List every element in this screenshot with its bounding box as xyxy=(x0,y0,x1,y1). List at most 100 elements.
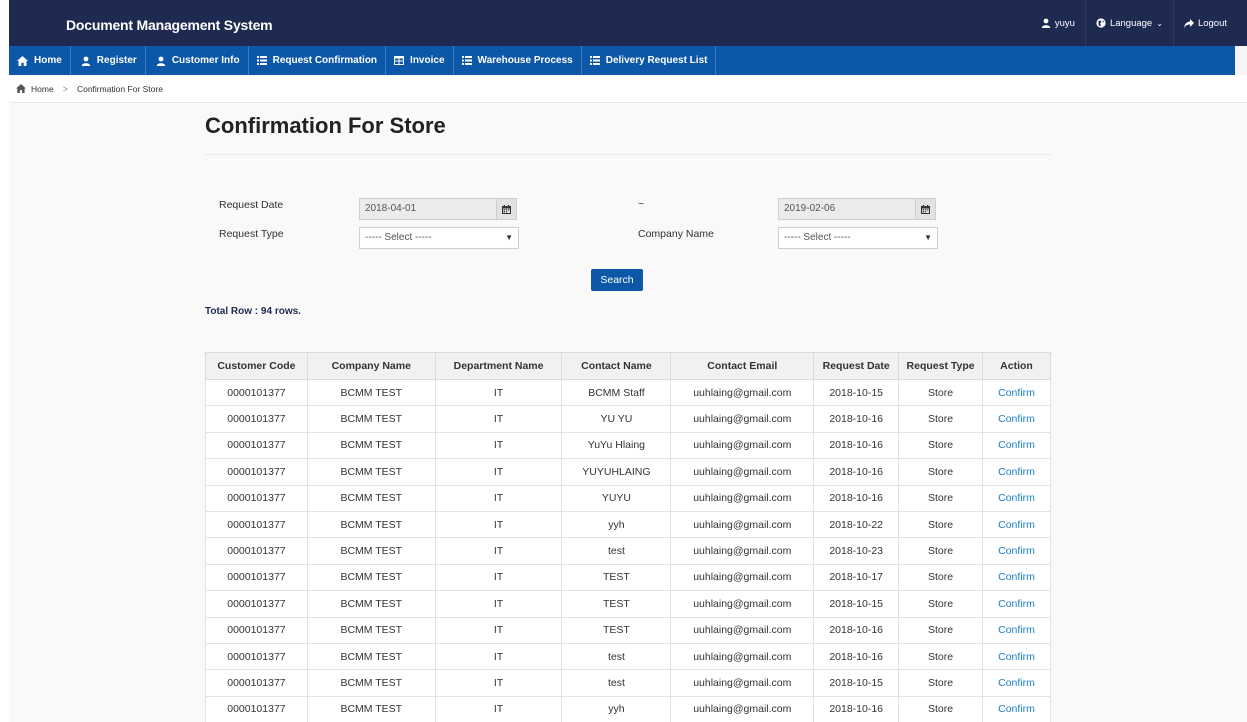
user-menu[interactable]: yuyu xyxy=(1031,0,1085,46)
table-row: 0000101377 BCMM TEST IT yyh uuhlaing@gmail.c… xyxy=(205,510,1051,539)
cell-department-name: IT xyxy=(434,642,563,671)
language-label: Language xyxy=(1109,17,1153,29)
cell-department-name: IT xyxy=(434,405,563,433)
list-icon xyxy=(461,56,472,65)
logout-button[interactable]: Logout xyxy=(1172,0,1247,46)
cell-request-type: Store xyxy=(898,405,983,433)
globe-icon xyxy=(1096,18,1106,28)
confirm-link[interactable]: Confirm xyxy=(982,405,1051,433)
cell-contact-email: uuhlaing@gmail.com xyxy=(670,563,815,592)
nav-item-delivery-request-list[interactable]: Delivery Request List xyxy=(582,46,717,75)
calendar-button[interactable] xyxy=(915,199,935,219)
cell-company-name: BCMM TEST xyxy=(306,695,436,722)
breadcrumb: Home > Confirmation For Store xyxy=(9,75,1247,103)
nav-item-invoice[interactable]: Invoice xyxy=(386,46,454,75)
cell-company-name: BCMM TEST xyxy=(306,458,436,486)
title-divider xyxy=(205,154,1051,155)
confirm-link[interactable]: Confirm xyxy=(982,616,1051,644)
breadcrumb-home[interactable]: Home xyxy=(31,83,54,94)
nav-label: Customer Info xyxy=(171,55,240,66)
table-row: 0000101377 BCMM TEST IT TEST uuhlaing@gmail.… xyxy=(205,616,1051,644)
confirm-link[interactable]: Confirm xyxy=(982,642,1051,671)
nav-item-customer-info[interactable]: Customer Info xyxy=(146,46,249,75)
table-header-row: Customer Code Company Name Department Na… xyxy=(205,352,1051,380)
cell-department-name: IT xyxy=(434,616,563,644)
confirm-link[interactable]: Confirm xyxy=(982,563,1051,592)
calendar-icon xyxy=(921,204,930,214)
cell-contact-email: uuhlaing@gmail.com xyxy=(670,642,815,671)
nav-item-register[interactable]: Register xyxy=(71,46,146,75)
company-name-select[interactable]: ----- Select ----- ▼ xyxy=(778,227,938,249)
cell-company-name: BCMM TEST xyxy=(306,537,436,565)
list-icon xyxy=(256,56,267,65)
cell-contact-email: uuhlaing@gmail.com xyxy=(670,378,815,407)
date-to-input[interactable]: 2019-02-06 xyxy=(778,198,936,220)
cell-contact-name: TEST xyxy=(561,590,672,618)
col-customer-code[interactable]: Customer Code xyxy=(205,352,308,380)
home-icon xyxy=(17,55,28,66)
search-button[interactable]: Search xyxy=(591,269,643,291)
confirm-link[interactable]: Confirm xyxy=(982,458,1051,486)
cell-contact-email: uuhlaing@gmail.com xyxy=(670,669,815,697)
col-contact-email[interactable]: Contact Email xyxy=(670,352,815,380)
results-table: Customer Code Company Name Department Na… xyxy=(205,352,1051,722)
confirm-link[interactable]: Confirm xyxy=(982,695,1051,722)
confirm-link[interactable]: Confirm xyxy=(982,484,1051,512)
cell-contact-name: YUYUHLAING xyxy=(561,458,672,486)
cell-contact-name: YUYU xyxy=(561,484,672,512)
confirm-link[interactable]: Confirm xyxy=(982,431,1051,460)
cell-customer-code: 0000101377 xyxy=(205,405,308,433)
cell-contact-email: uuhlaing@gmail.com xyxy=(670,695,815,722)
top-header: Document Management System yuyu Language… xyxy=(9,0,1247,46)
cell-company-name: BCMM TEST xyxy=(306,616,436,644)
cell-request-type: Store xyxy=(898,669,983,697)
language-menu[interactable]: Language ⌄ xyxy=(1084,0,1173,46)
nav-label: Home xyxy=(34,55,62,66)
col-company-name[interactable]: Company Name xyxy=(306,352,436,380)
col-department-name[interactable]: Department Name xyxy=(434,352,563,380)
confirm-link[interactable]: Confirm xyxy=(982,669,1051,697)
cell-request-date: 2018-10-22 xyxy=(813,510,900,539)
table-body: 0000101377 BCMM TEST IT BCMM Staff uuhlaing@… xyxy=(205,378,1051,722)
table-row: 0000101377 BCMM TEST IT YUYUHLAING uuhlaing@… xyxy=(205,458,1051,486)
cell-department-name: IT xyxy=(434,563,563,592)
cell-department-name: IT xyxy=(434,510,563,539)
user-icon xyxy=(156,56,166,66)
table-row: 0000101377 BCMM TEST IT TEST uuhlaing@gmail.… xyxy=(205,590,1051,618)
cell-company-name: BCMM TEST xyxy=(306,484,436,512)
col-request-date[interactable]: Request Date xyxy=(813,352,900,380)
cell-contact-email: uuhlaing@gmail.com xyxy=(670,537,815,565)
cell-contact-name: TEST xyxy=(561,563,672,592)
cell-contact-name: test xyxy=(561,669,672,697)
calendar-button[interactable] xyxy=(496,199,516,219)
col-contact-name[interactable]: Contact Name xyxy=(561,352,672,380)
cell-request-type: Store xyxy=(898,563,983,592)
cell-department-name: IT xyxy=(434,484,563,512)
nav-item-warehouse-process[interactable]: Warehouse Process xyxy=(454,46,582,75)
nav-item-request-confirmation[interactable]: Request Confirmation xyxy=(249,46,387,75)
page-title: Confirmation For Store xyxy=(205,113,446,138)
confirm-link[interactable]: Confirm xyxy=(982,537,1051,565)
table-icon xyxy=(394,56,405,65)
confirm-link[interactable]: Confirm xyxy=(982,378,1051,407)
cell-request-type: Store xyxy=(898,616,983,644)
nav-label: Register xyxy=(96,55,137,66)
table-row: 0000101377 BCMM TEST IT YUYU uuhlaing@gmail.… xyxy=(205,484,1051,512)
request-type-select[interactable]: ----- Select ----- ▼ xyxy=(359,227,519,249)
cell-request-date: 2018-10-16 xyxy=(813,431,900,460)
table-row: 0000101377 BCMM TEST IT test uuhlaing@gmail.… xyxy=(205,642,1051,671)
col-request-type[interactable]: Request Type xyxy=(898,352,983,380)
request-type-value: ----- Select ----- xyxy=(365,232,432,243)
cell-contact-email: uuhlaing@gmail.com xyxy=(670,616,815,644)
cell-request-type: Store xyxy=(898,484,983,512)
cell-department-name: IT xyxy=(434,669,563,697)
cell-request-date: 2018-10-15 xyxy=(813,378,900,407)
confirm-link[interactable]: Confirm xyxy=(982,590,1051,618)
chevron-down-icon: ⌄ xyxy=(1156,18,1163,28)
date-to-value: 2019-02-06 xyxy=(784,203,836,214)
date-from-input[interactable]: 2018-04-01 xyxy=(359,198,517,220)
request-type-label: Request Type xyxy=(219,228,284,240)
cell-contact-name: BCMM Staff xyxy=(561,378,672,407)
confirm-link[interactable]: Confirm xyxy=(982,510,1051,539)
nav-item-home[interactable]: Home xyxy=(9,46,71,75)
